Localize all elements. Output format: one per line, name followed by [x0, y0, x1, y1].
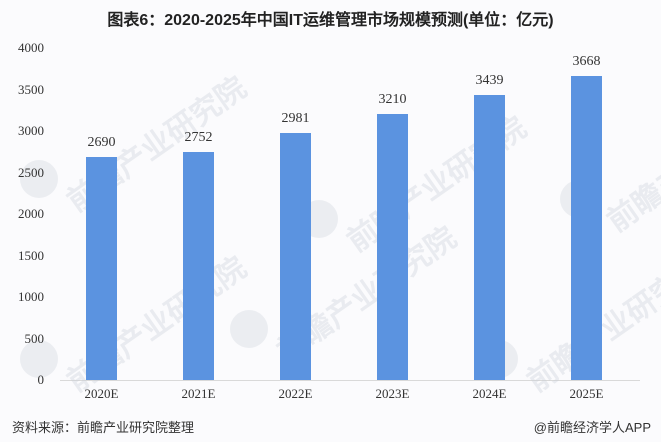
bar-2024E [474, 94, 505, 380]
x-tick-label: 2021E [181, 386, 216, 401]
y-tick-label: 4000 [18, 40, 44, 55]
bar-value-label: 2981 [281, 110, 310, 126]
bar-2022E [280, 132, 311, 380]
y-tick-label: 0 [37, 372, 45, 387]
bar-2020E [86, 156, 117, 380]
credit-note: @前瞻经济学人APP [533, 420, 651, 435]
bar-value-label: 3210 [378, 91, 407, 107]
y-tick-label: 500 [24, 330, 45, 346]
y-tick-label: 1500 [18, 247, 44, 263]
bar-value-label: 2690 [87, 134, 116, 150]
bar-2021E [183, 151, 214, 380]
bar-value-label: 3668 [572, 53, 601, 69]
y-tick-label: 3000 [18, 123, 44, 138]
bar-value-label: 3439 [475, 72, 504, 88]
y-tick-label: 2500 [18, 164, 44, 180]
x-tick-label: 2024E [472, 386, 507, 401]
bar-2025E [571, 75, 602, 380]
bar-value-label: 2752 [184, 129, 213, 145]
y-tick-label: 3500 [18, 81, 44, 97]
watermark-text: 前瞻产业研究院 [601, 91, 661, 239]
x-axis-line [60, 380, 640, 381]
y-tick-label: 1000 [18, 289, 44, 304]
x-tick-label: 2020E [84, 386, 119, 401]
bar-2023E [377, 113, 408, 380]
x-tick-label: 2023E [375, 386, 410, 401]
chart-title: 图表6：2020-2025年中国IT运维管理市场规模预测(单位：亿元) [107, 12, 554, 29]
watermark-logo-icon [230, 310, 268, 348]
source-note: 资料来源：前瞻产业研究院整理 [12, 420, 195, 435]
x-tick-label: 2022E [278, 386, 313, 401]
y-tick-label: 2000 [18, 206, 44, 221]
x-tick-label: 2025E [569, 386, 604, 401]
